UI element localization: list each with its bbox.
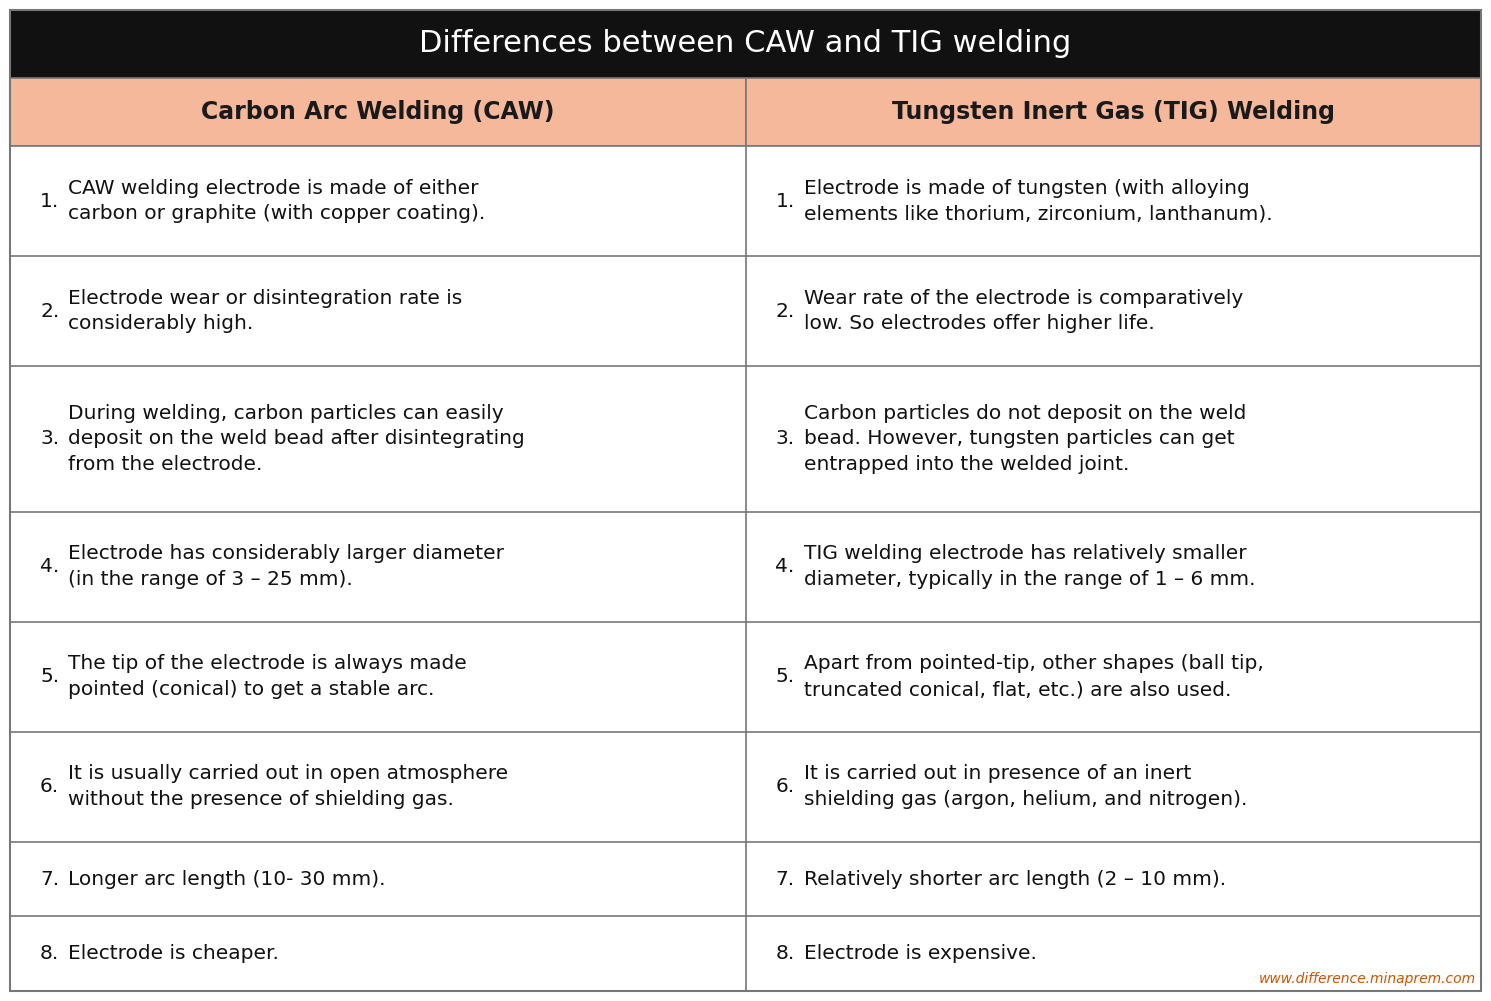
Text: CAW welding electrode is made of either
carbon or graphite (with copper coating): CAW welding electrode is made of either …: [69, 178, 485, 223]
Text: 4.: 4.: [775, 558, 795, 577]
Text: Carbon particles do not deposit on the weld
bead. However, tungsten particles ca: Carbon particles do not deposit on the w…: [804, 403, 1246, 474]
Text: During welding, carbon particles can easily
deposit on the weld bead after disin: During welding, carbon particles can eas…: [69, 403, 525, 474]
Text: 6.: 6.: [40, 778, 60, 797]
Text: 5.: 5.: [775, 668, 795, 687]
Text: 2.: 2.: [775, 301, 795, 320]
Text: 7.: 7.: [40, 870, 60, 889]
Text: www.difference.minaprem.com: www.difference.minaprem.com: [1258, 972, 1476, 986]
Text: The tip of the electrode is always made
pointed (conical) to get a stable arc.: The tip of the electrode is always made …: [69, 655, 467, 699]
Text: 3.: 3.: [40, 429, 60, 448]
Text: Electrode is expensive.: Electrode is expensive.: [804, 944, 1036, 963]
Bar: [746, 78, 1481, 146]
Text: Relatively shorter arc length (2 – 10 mm).: Relatively shorter arc length (2 – 10 mm…: [804, 870, 1226, 889]
Text: 3.: 3.: [775, 429, 795, 448]
Text: 1.: 1.: [775, 191, 795, 210]
Text: Electrode has considerably larger diameter
(in the range of 3 – 25 mm).: Electrode has considerably larger diamet…: [69, 545, 504, 590]
Text: Wear rate of the electrode is comparatively
low. So electrodes offer higher life: Wear rate of the electrode is comparativ…: [804, 288, 1243, 333]
Text: 8.: 8.: [775, 944, 795, 963]
Text: Electrode is made of tungsten (with alloying
elements like thorium, zirconium, l: Electrode is made of tungsten (with allo…: [804, 178, 1272, 223]
Text: Differences between CAW and TIG welding: Differences between CAW and TIG welding: [419, 29, 1072, 58]
Text: It is carried out in presence of an inert
shielding gas (argon, helium, and nitr: It is carried out in presence of an iner…: [804, 765, 1246, 809]
Text: 5.: 5.: [40, 668, 60, 687]
Text: 1.: 1.: [40, 191, 60, 210]
Text: 7.: 7.: [775, 870, 795, 889]
Text: It is usually carried out in open atmosphere
without the presence of shielding g: It is usually carried out in open atmosp…: [69, 765, 508, 809]
Text: 8.: 8.: [40, 944, 60, 963]
Text: 6.: 6.: [775, 778, 795, 797]
Text: Electrode is cheaper.: Electrode is cheaper.: [69, 944, 279, 963]
Text: Apart from pointed-tip, other shapes (ball tip,
truncated conical, flat, etc.) a: Apart from pointed-tip, other shapes (ba…: [804, 655, 1263, 699]
Bar: [10, 78, 746, 146]
Bar: [10, 10, 1481, 78]
Text: Carbon Arc Welding (CAW): Carbon Arc Welding (CAW): [201, 100, 555, 124]
Text: 2.: 2.: [40, 301, 60, 320]
Text: 4.: 4.: [40, 558, 60, 577]
Text: Electrode wear or disintegration rate is
considerably high.: Electrode wear or disintegration rate is…: [69, 288, 462, 333]
Bar: [10, 146, 1481, 991]
Text: TIG welding electrode has relatively smaller
diameter, typically in the range of: TIG welding electrode has relatively sma…: [804, 545, 1255, 590]
Text: Longer arc length (10- 30 mm).: Longer arc length (10- 30 mm).: [69, 870, 386, 889]
Text: Tungsten Inert Gas (TIG) Welding: Tungsten Inert Gas (TIG) Welding: [892, 100, 1334, 124]
